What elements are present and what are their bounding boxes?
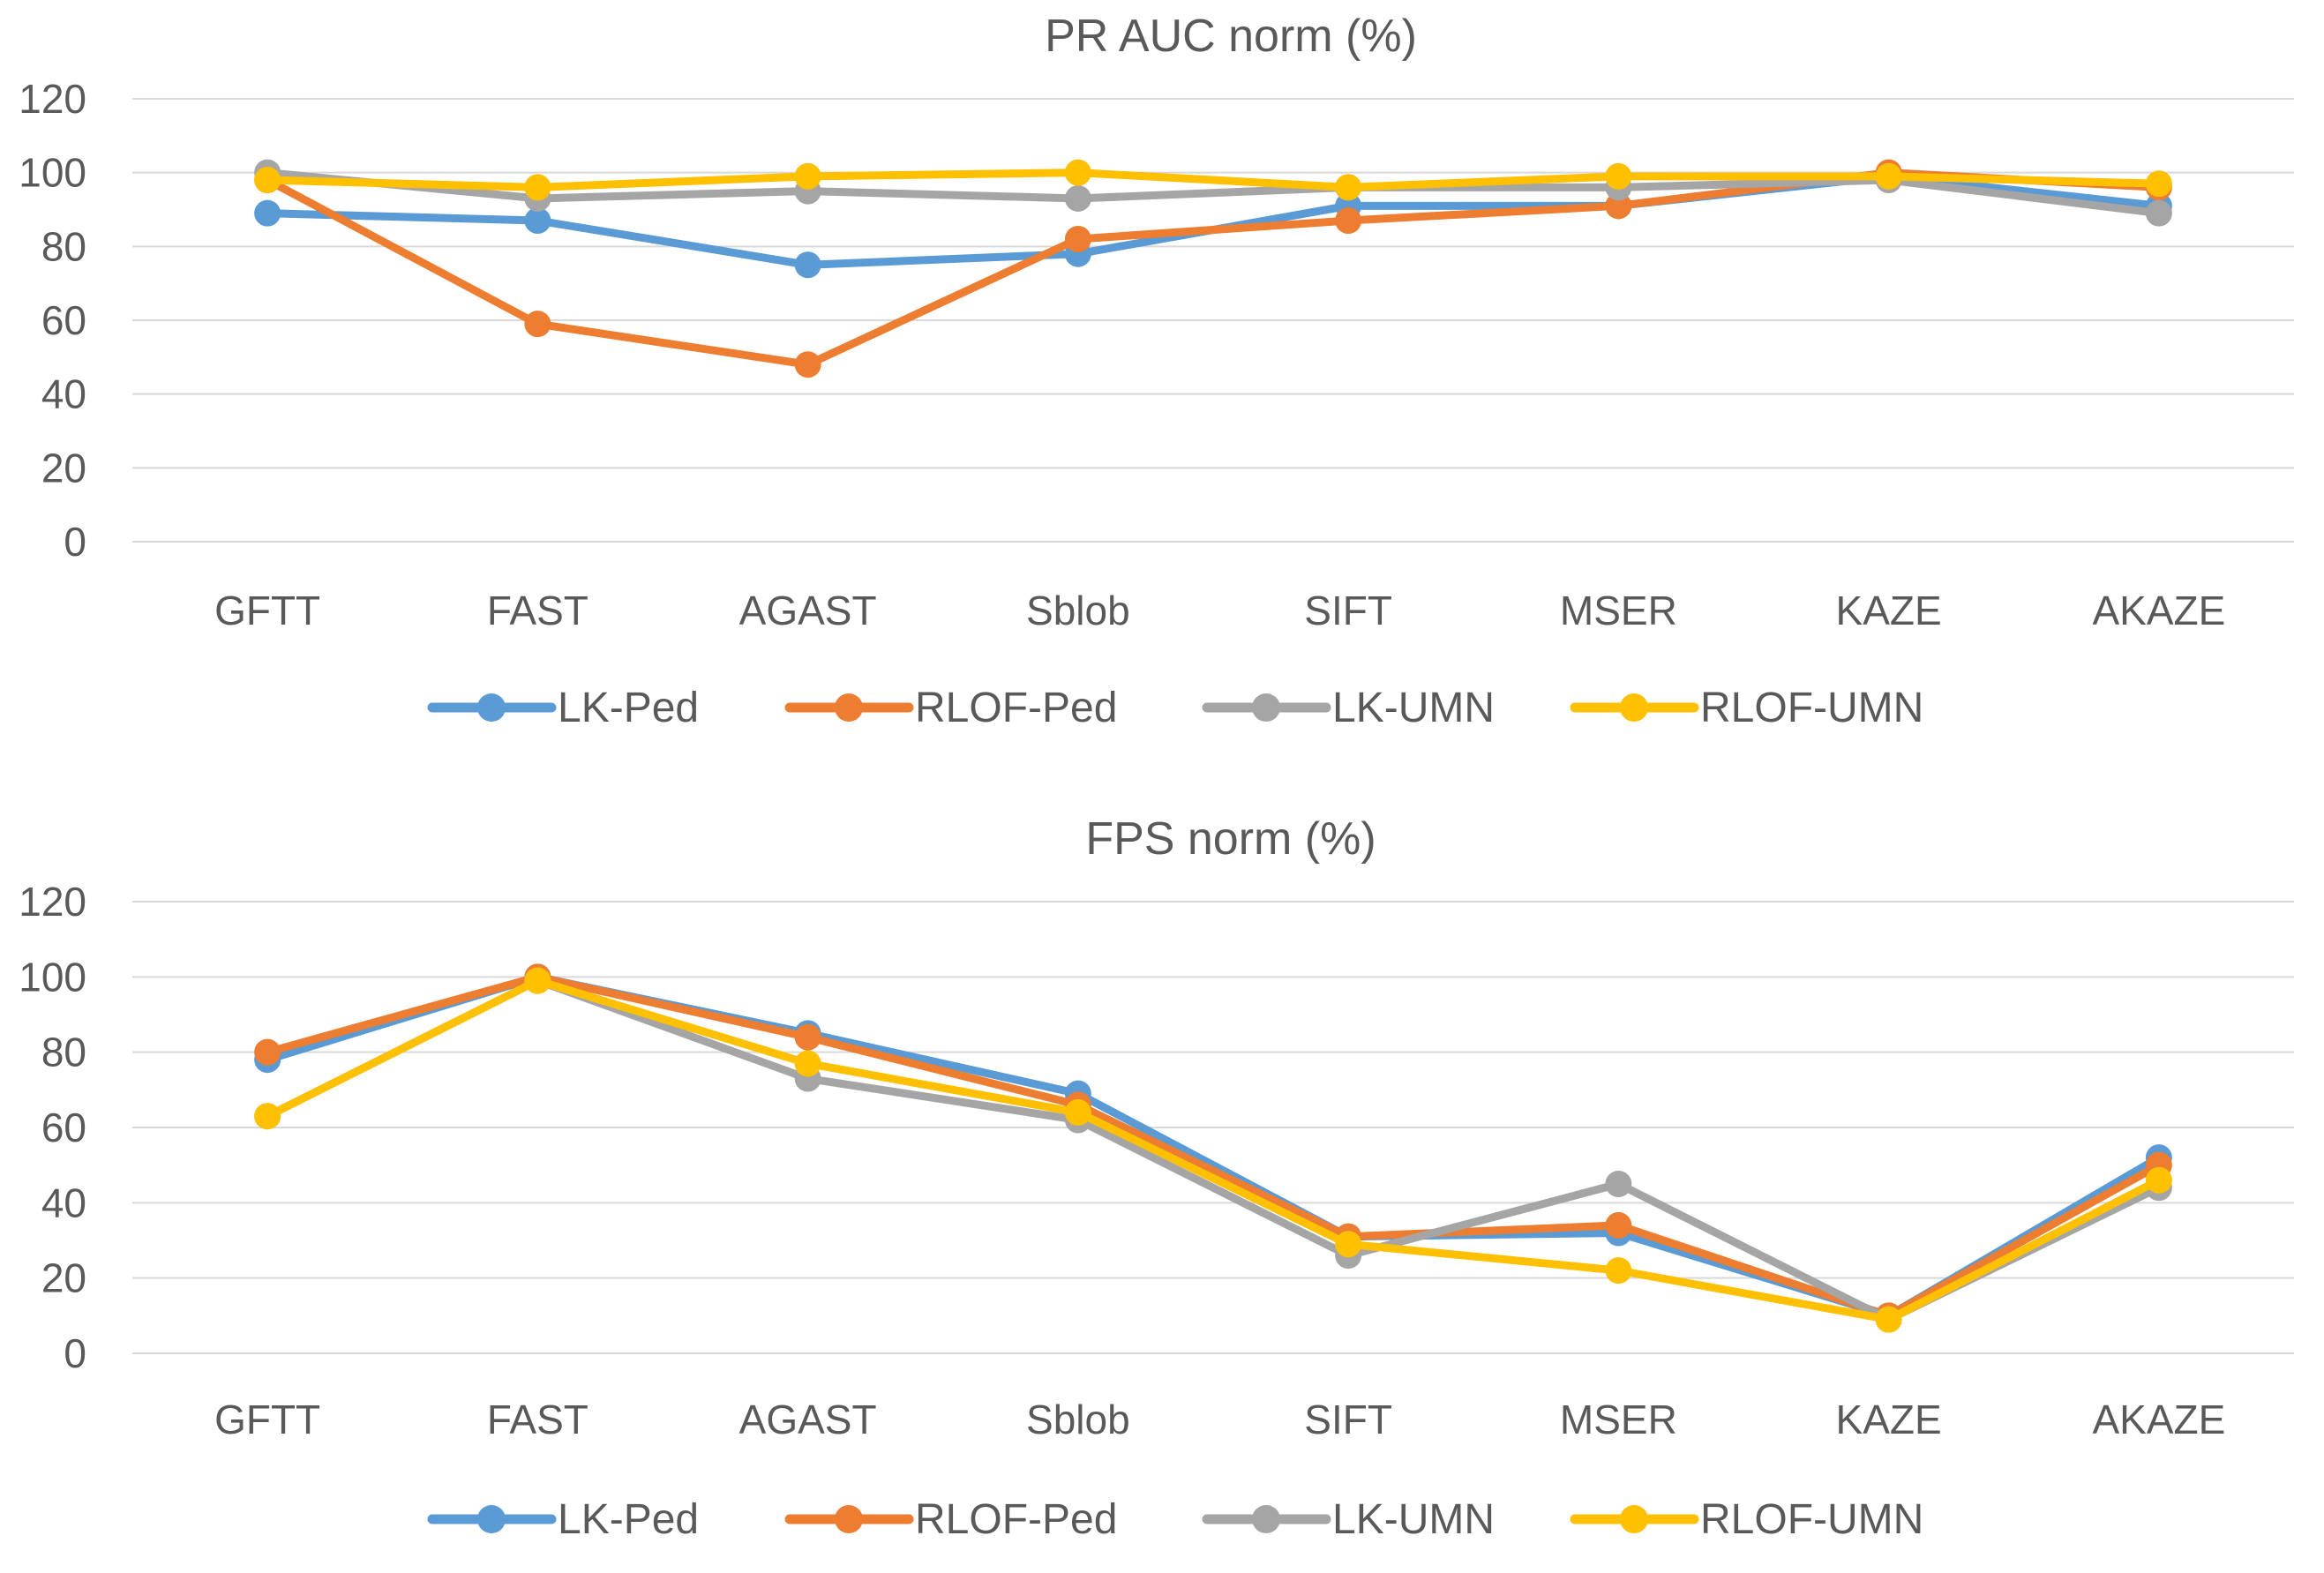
y-tick-label: 80	[41, 1030, 86, 1075]
legend-label: LK-Ped	[558, 1496, 699, 1543]
legend-label: RLOF-UMN	[1700, 1496, 1923, 1543]
data-point-rlof-ped	[1605, 192, 1632, 220]
y-tick-label: 40	[41, 371, 86, 417]
legend-label: RLOF-Ped	[915, 1496, 1117, 1543]
x-tick-label: SIFT	[1304, 1397, 1392, 1442]
data-point-rlof-umn	[1335, 1231, 1362, 1258]
data-point-lk-umn	[1064, 184, 1091, 212]
legend-item-rlof-umn: RLOF-UMN	[1570, 1496, 1923, 1543]
data-point-rlof-umn	[1875, 1306, 1902, 1333]
y-tick-label: 40	[41, 1180, 86, 1225]
chart-title: PR AUC norm (%)	[1045, 11, 1417, 62]
data-point-rlof-ped	[254, 1038, 281, 1066]
x-tick-label: GFTT	[214, 588, 320, 633]
series-line-lk-ped	[263, 972, 2163, 1320]
chart-title: FPS norm (%)	[1085, 813, 1376, 865]
data-point-rlof-umn	[1605, 162, 1632, 190]
data-point-rlof-umn	[524, 174, 551, 201]
chart-1: PR AUC norm (%) 0 20 40 60 80 100 120 GFTT FAST AG…	[19, 11, 2294, 731]
x-tick-label: AGAST	[739, 588, 877, 633]
data-point-rlof-umn	[254, 1103, 281, 1130]
x-tick-label: KAZE	[1836, 1397, 1942, 1442]
data-point-lk-umn	[1605, 1171, 1632, 1197]
data-point-rlof-umn	[1064, 159, 1091, 186]
legend-marker	[1620, 1505, 1648, 1533]
series-line-lk-umn	[263, 169, 2163, 218]
series-line-lk-umn	[263, 977, 2163, 1324]
data-point-rlof-ped	[524, 311, 551, 338]
y-tick-label: 60	[41, 297, 86, 343]
series-line-rlof-umn	[263, 977, 2163, 1324]
legend-item-rlof-ped: RLOF-Ped	[784, 1496, 1117, 1543]
data-point-rlof-umn	[254, 167, 281, 194]
legend-label: LK-UMN	[1332, 1496, 1495, 1543]
data-point-lk-ped	[794, 251, 821, 279]
x-tick-label: Sblob	[1026, 588, 1130, 633]
legend-item-rlof-ped: RLOF-Ped	[784, 685, 1117, 731]
data-point-rlof-ped	[1605, 1211, 1632, 1239]
legend-marker	[1620, 693, 1648, 722]
data-point-rlof-ped	[794, 351, 821, 378]
data-point-lk-ped	[524, 207, 551, 235]
y-tick-label: 20	[41, 1255, 86, 1301]
data-point-rlof-umn	[794, 1050, 821, 1077]
legend-marker	[1252, 1505, 1280, 1533]
data-point-rlof-umn	[1335, 174, 1362, 201]
x-tick-label: AKAZE	[2092, 588, 2225, 633]
x-tick-label: GFTT	[214, 1397, 320, 1442]
legend-item-lk-ped: LK-Ped	[427, 1496, 699, 1543]
x-tick-label: SIFT	[1304, 588, 1392, 633]
x-tick-label: KAZE	[1836, 588, 1942, 633]
x-tick-label: MSER	[1560, 1397, 1677, 1442]
data-point-rlof-ped	[1335, 207, 1362, 235]
data-point-rlof-umn	[1605, 1257, 1632, 1285]
chart-2: FPS norm (%) 0 20 40 60 80 100 120 GFTT FAST AGAST…	[19, 813, 2294, 1543]
legend-marker	[477, 693, 506, 722]
data-point-rlof-umn	[1875, 162, 1902, 190]
legend-marker	[477, 1505, 506, 1533]
y-tick-label: 60	[41, 1105, 86, 1150]
legend-label: LK-Ped	[558, 685, 699, 731]
legend-marker	[835, 693, 863, 722]
data-point-rlof-umn	[1064, 1098, 1091, 1126]
y-tick-label: 100	[19, 150, 86, 196]
data-point-rlof-umn	[2145, 170, 2172, 198]
y-tick-label: 120	[19, 76, 86, 122]
y-tick-label: 100	[19, 954, 86, 1000]
series-line-rlof-umn	[263, 169, 2163, 191]
y-tick-label: 120	[19, 879, 86, 925]
data-point-rlof-ped	[1064, 225, 1091, 252]
legend-item-lk-umn: LK-UMN	[1202, 685, 1495, 731]
legend-label: LK-UMN	[1332, 685, 1495, 731]
legend-item-lk-umn: LK-UMN	[1202, 1496, 1495, 1543]
data-point-lk-umn	[2145, 199, 2172, 227]
data-point-rlof-umn	[794, 162, 821, 190]
y-tick-label: 80	[41, 223, 86, 269]
y-tick-label: 20	[41, 445, 86, 491]
x-tick-label: MSER	[1560, 588, 1677, 633]
x-tick-label: FAST	[487, 1397, 588, 1442]
y-tick-label: 0	[64, 1330, 86, 1376]
legend-label: RLOF-UMN	[1700, 685, 1923, 731]
legend-item-rlof-umn: RLOF-UMN	[1570, 685, 1923, 731]
data-point-rlof-umn	[2145, 1166, 2172, 1194]
legend-marker	[1252, 693, 1280, 722]
data-point-lk-ped	[254, 199, 281, 227]
x-tick-label: FAST	[487, 588, 588, 633]
data-point-rlof-umn	[524, 967, 551, 994]
y-tick-label: 0	[64, 519, 86, 565]
data-point-rlof-ped	[794, 1023, 821, 1051]
series-line-rlof-ped	[263, 972, 2163, 1320]
legend-label: RLOF-Ped	[915, 685, 1117, 731]
x-tick-label: AKAZE	[2092, 1397, 2225, 1442]
x-tick-label: AGAST	[739, 1397, 877, 1442]
x-tick-label: Sblob	[1026, 1397, 1130, 1442]
legend-item-lk-ped: LK-Ped	[427, 685, 699, 731]
legend-marker	[835, 1505, 863, 1533]
